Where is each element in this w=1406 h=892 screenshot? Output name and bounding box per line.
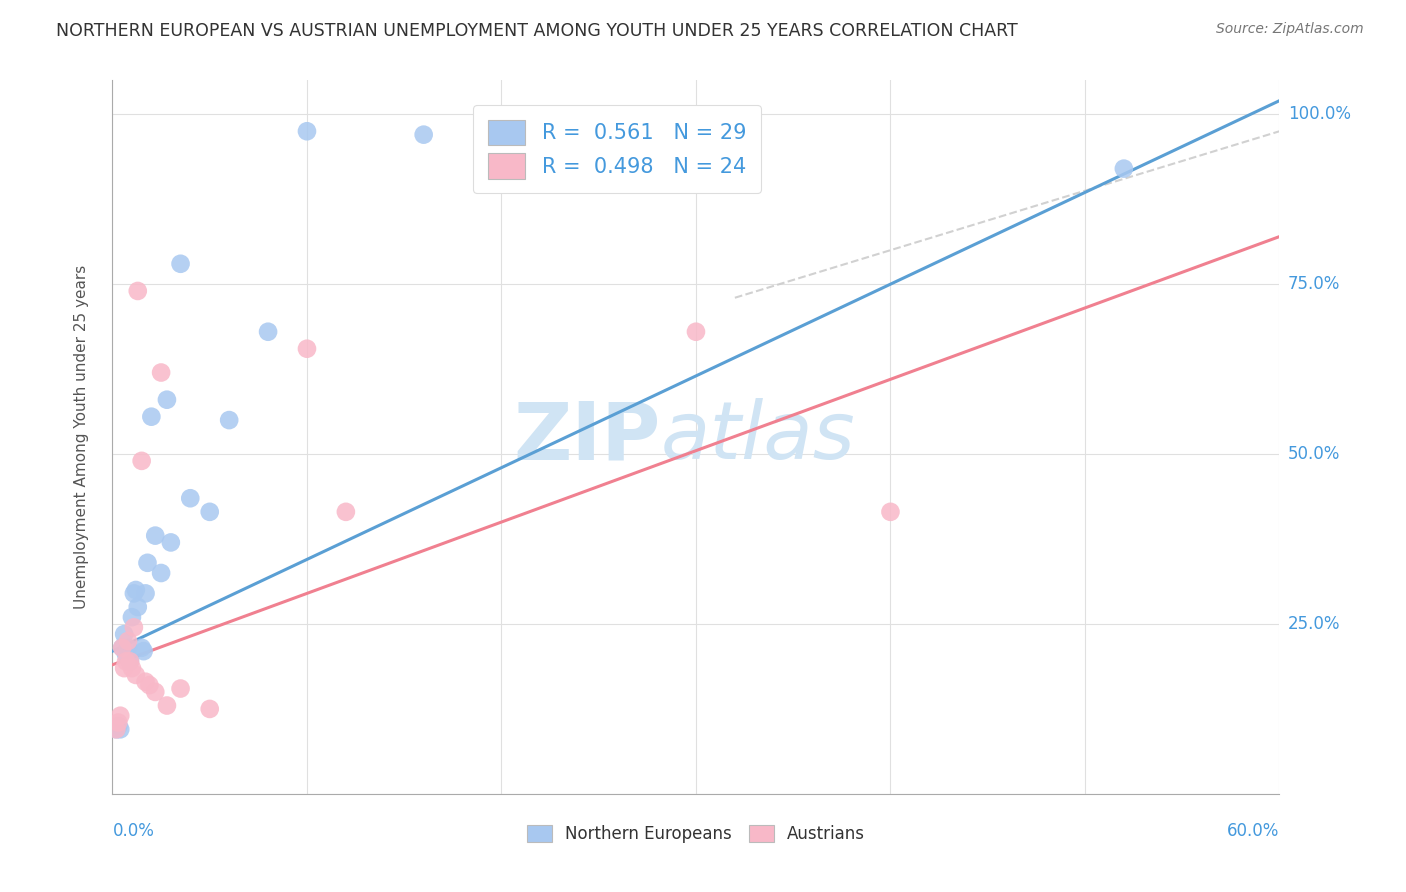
Point — [117, 634, 139, 648]
Point — [127, 284, 149, 298]
Point — [169, 257, 191, 271]
Point — [117, 640, 139, 655]
Point — [112, 661, 135, 675]
Point — [295, 124, 318, 138]
Text: ZIP: ZIP — [513, 398, 661, 476]
Point — [138, 678, 160, 692]
Point — [143, 685, 166, 699]
Text: NORTHERN EUROPEAN VS AUSTRIAN UNEMPLOYMENT AMONG YOUTH UNDER 25 YEARS CORRELATIO: NORTHERN EUROPEAN VS AUSTRIAN UNEMPLOYME… — [56, 22, 1018, 40]
Point — [115, 648, 138, 662]
Point — [110, 723, 132, 737]
Point — [125, 582, 148, 597]
Point — [335, 505, 357, 519]
Point — [131, 640, 153, 655]
Text: 100.0%: 100.0% — [1288, 105, 1351, 123]
Text: 50.0%: 50.0% — [1288, 445, 1340, 463]
Point — [879, 505, 901, 519]
Text: Source: ZipAtlas.com: Source: ZipAtlas.com — [1216, 22, 1364, 37]
Legend: Northern Europeans, Austrians: Northern Europeans, Austrians — [520, 818, 872, 850]
Text: 0.0%: 0.0% — [112, 822, 155, 839]
Point — [156, 698, 179, 713]
Point — [105, 723, 128, 737]
Point — [150, 366, 173, 380]
Text: 75.0%: 75.0% — [1288, 275, 1340, 293]
Point — [110, 708, 132, 723]
Point — [121, 610, 143, 624]
Point — [135, 586, 157, 600]
Point — [111, 640, 134, 655]
Point — [179, 491, 201, 506]
Point — [136, 556, 159, 570]
Point — [150, 566, 173, 580]
Point — [257, 325, 280, 339]
Point — [198, 505, 221, 519]
Point — [112, 627, 135, 641]
Point — [160, 535, 183, 549]
Point — [131, 454, 153, 468]
Y-axis label: Unemployment Among Youth under 25 years: Unemployment Among Youth under 25 years — [75, 265, 89, 609]
Point — [412, 128, 434, 142]
Point — [135, 674, 157, 689]
Text: atlas: atlas — [661, 398, 856, 476]
Point — [115, 654, 138, 668]
Point — [1112, 161, 1135, 176]
Text: 25.0%: 25.0% — [1288, 615, 1340, 633]
Point — [295, 342, 318, 356]
Point — [218, 413, 240, 427]
Point — [156, 392, 179, 407]
Point — [107, 719, 129, 733]
Point — [107, 715, 129, 730]
Point — [169, 681, 191, 696]
Point — [198, 702, 221, 716]
Text: 60.0%: 60.0% — [1227, 822, 1279, 839]
Point — [121, 661, 143, 675]
Point — [118, 654, 141, 668]
Point — [122, 586, 145, 600]
Point — [105, 723, 128, 737]
Point — [118, 654, 141, 668]
Point — [122, 620, 145, 634]
Point — [143, 528, 166, 542]
Point — [125, 668, 148, 682]
Point — [127, 599, 149, 614]
Point — [141, 409, 163, 424]
Point — [685, 325, 707, 339]
Point — [132, 644, 155, 658]
Point — [111, 640, 134, 655]
